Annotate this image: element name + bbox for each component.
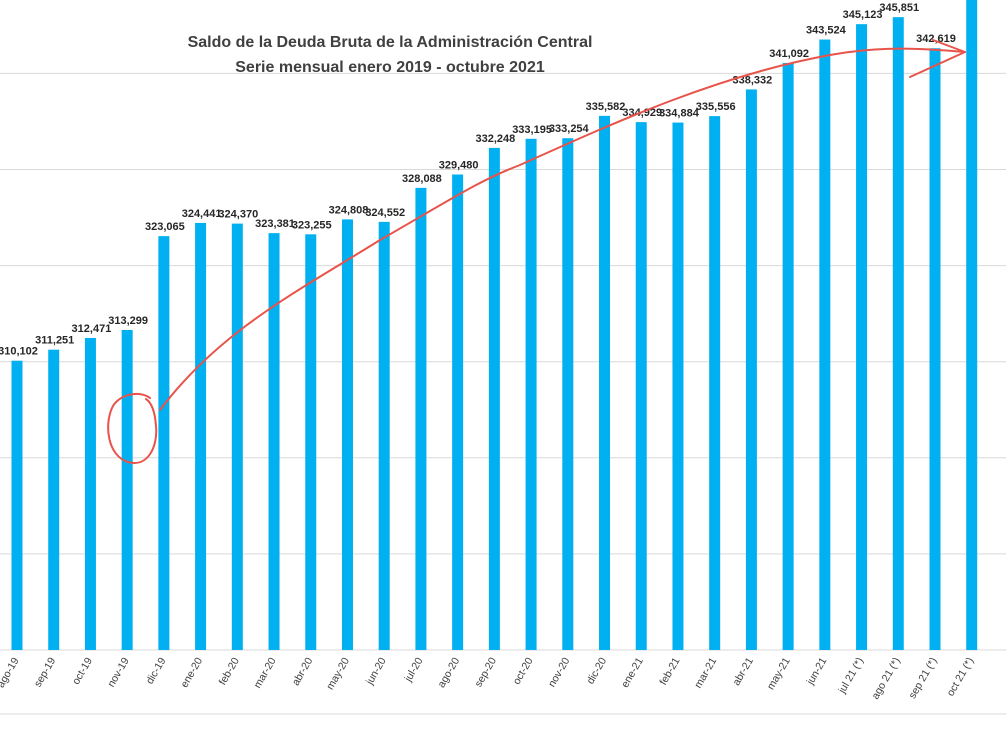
x-tick-label: sep 21 (*) xyxy=(906,656,939,701)
data-label: 323,255 xyxy=(292,219,332,231)
x-tick-label: oct-19 xyxy=(70,655,95,686)
data-label: 329,480 xyxy=(439,159,479,171)
data-label: 324,552 xyxy=(365,207,405,219)
bar-oct-21 xyxy=(966,0,978,650)
data-label: 332,248 xyxy=(475,133,515,145)
annotation-circle xyxy=(107,392,158,464)
bar-feb-20 xyxy=(231,223,243,650)
x-tick-label: mar-21 xyxy=(692,655,719,690)
x-tick-label: ene-21 xyxy=(619,655,646,689)
data-label: 345,851 xyxy=(879,2,919,14)
bar-ago-20 xyxy=(452,174,464,650)
bar-ago-19 xyxy=(11,360,23,650)
bar-mar-20 xyxy=(268,233,280,651)
x-tick-label: dic-20 xyxy=(584,655,609,686)
data-label: 324,808 xyxy=(329,204,369,216)
data-label: 334,884 xyxy=(659,108,700,120)
bar-may-21 xyxy=(782,62,794,650)
bar-nov-19 xyxy=(121,329,133,650)
bar-oct-20 xyxy=(525,138,537,650)
x-tick-label: abr-20 xyxy=(290,655,316,687)
bar-jun-20 xyxy=(378,221,390,650)
x-tick-label: ago-19 xyxy=(0,655,22,689)
x-tick-label: nov-20 xyxy=(546,655,573,689)
data-label: 341,092 xyxy=(769,48,809,60)
x-tick-label: jul 21 (*) xyxy=(836,656,866,697)
data-label: 323,381 xyxy=(255,218,295,230)
x-tick-label: jul-20 xyxy=(402,655,426,684)
x-tick-label: dic-19 xyxy=(144,655,169,686)
x-tick-label: abr-21 xyxy=(730,655,756,687)
annotation-arrow-line xyxy=(159,47,966,411)
x-tick-label: oct-20 xyxy=(511,655,536,686)
data-label: 335,556 xyxy=(696,101,736,113)
chart-title: Saldo de la Deuda Bruta de la Administra… xyxy=(187,34,593,51)
bar-dic-20 xyxy=(599,115,611,650)
data-label: 311,251 xyxy=(35,335,74,347)
data-label: 324,441 xyxy=(182,208,222,220)
data-label: 323,065 xyxy=(145,221,185,233)
bar-dic-19 xyxy=(158,236,170,650)
data-label: 342,619 xyxy=(916,33,956,45)
data-label: 324,370 xyxy=(218,209,258,221)
x-tick-label: jun-21 xyxy=(804,655,830,687)
x-tick-label: ago-20 xyxy=(435,655,462,689)
bar-ene-20 xyxy=(195,222,207,650)
bar-jul-21 xyxy=(856,24,868,651)
bar-sep-20 xyxy=(488,147,500,650)
data-label: 312,471 xyxy=(72,323,112,335)
x-tick-label: nov-19 xyxy=(105,655,132,689)
x-tick-label: may-20 xyxy=(324,655,352,691)
data-label: 328,088 xyxy=(402,173,442,185)
bar-abr-20 xyxy=(305,234,317,650)
x-tick-label: ago 21 (*) xyxy=(869,656,902,702)
data-label: 313,299 xyxy=(108,315,148,327)
x-tick-label: sep-20 xyxy=(473,655,500,689)
x-tick-label: ene-20 xyxy=(178,655,205,689)
bar-jun-21 xyxy=(819,39,831,650)
data-label: 343,524 xyxy=(806,25,847,37)
x-tick-label: may-21 xyxy=(765,655,793,691)
data-label: 345,123 xyxy=(843,9,883,21)
bar-nov-20 xyxy=(562,138,574,650)
data-label: 310,102 xyxy=(0,346,38,358)
x-tick-label: mar-20 xyxy=(252,655,279,690)
x-tick-label: jun-20 xyxy=(363,655,389,687)
data-label: 335,582 xyxy=(586,101,626,113)
x-tick-label: sep-19 xyxy=(32,655,59,689)
annotation-arrow-head xyxy=(909,39,966,78)
x-tick-label: oct 21 (*) xyxy=(945,656,977,699)
bar-ene-21 xyxy=(635,122,647,650)
data-label: 338,332 xyxy=(733,74,773,86)
data-label: 333,254 xyxy=(549,123,590,135)
bar-sep-21 xyxy=(929,48,941,651)
x-tick-label: feb-20 xyxy=(217,655,242,687)
x-tick-label: feb-21 xyxy=(657,655,682,687)
bar-jul-20 xyxy=(415,187,427,650)
bar-abr-21 xyxy=(745,89,757,650)
bar-mar-21 xyxy=(709,116,721,651)
chart-subtitle: Serie mensual enero 2019 - octubre 2021 xyxy=(235,59,545,76)
bar-oct-19 xyxy=(84,337,96,650)
bar-may-20 xyxy=(341,219,353,650)
data-label: 333,195 xyxy=(512,124,552,136)
bar-ago-21 xyxy=(892,17,904,651)
bar-sep-19 xyxy=(48,349,60,650)
bar-feb-21 xyxy=(672,122,684,650)
